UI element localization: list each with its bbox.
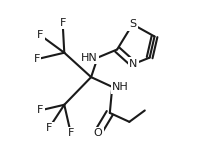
Text: F: F (33, 54, 40, 64)
Text: F: F (67, 128, 74, 138)
Text: NH: NH (112, 82, 128, 92)
Text: F: F (37, 30, 43, 40)
Text: N: N (129, 59, 137, 69)
Text: S: S (128, 19, 135, 29)
Text: F: F (37, 105, 43, 115)
Text: HN: HN (80, 53, 97, 63)
Text: F: F (59, 18, 65, 28)
Text: O: O (93, 128, 102, 138)
Text: F: F (45, 123, 52, 133)
